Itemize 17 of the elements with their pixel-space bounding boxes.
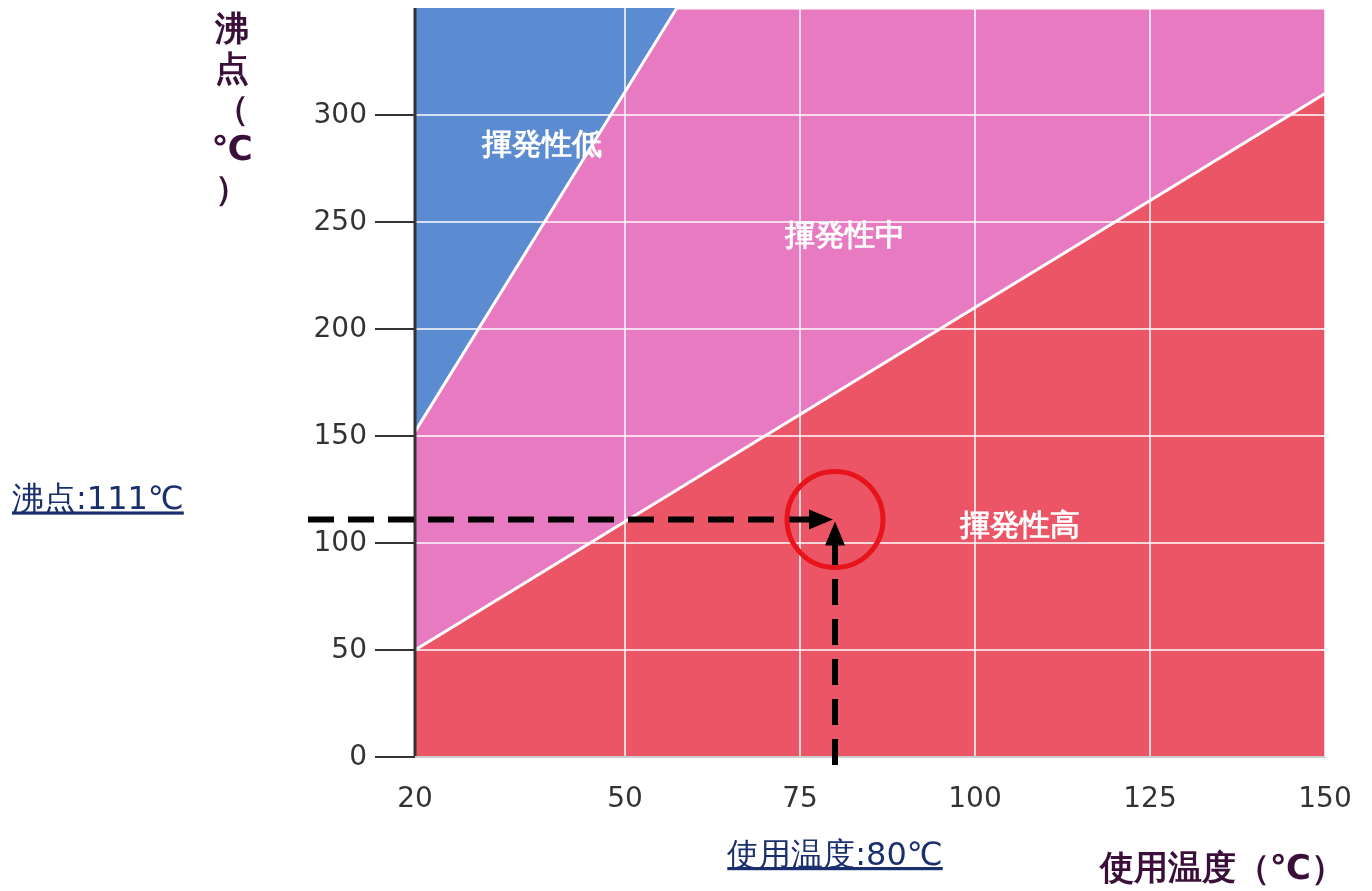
text: 使用温度:80℃	[727, 835, 943, 873]
y-tick-label: 250	[313, 204, 367, 237]
x-tick-label: 125	[1123, 781, 1177, 814]
y-tick-label: 150	[313, 418, 367, 451]
y-tick-label: 100	[313, 525, 367, 558]
y-tick-label: 300	[313, 97, 367, 130]
x-tick-label: 150	[1298, 781, 1352, 814]
text: 沸点:111℃	[12, 479, 184, 518]
x-axis-title: 使用温度（℃）	[1098, 847, 1345, 887]
x-tick-label: 20	[397, 781, 433, 814]
y-tick-label: 0	[349, 739, 367, 772]
y-axis-title: 沸点（℃）	[211, 8, 253, 208]
x-tick-label: 100	[948, 781, 1002, 814]
x-tick-label: 75	[782, 781, 818, 814]
y-tick-label: 50	[331, 632, 367, 665]
x-tick-label: 50	[607, 781, 643, 814]
y-tick-label: 200	[313, 311, 367, 344]
